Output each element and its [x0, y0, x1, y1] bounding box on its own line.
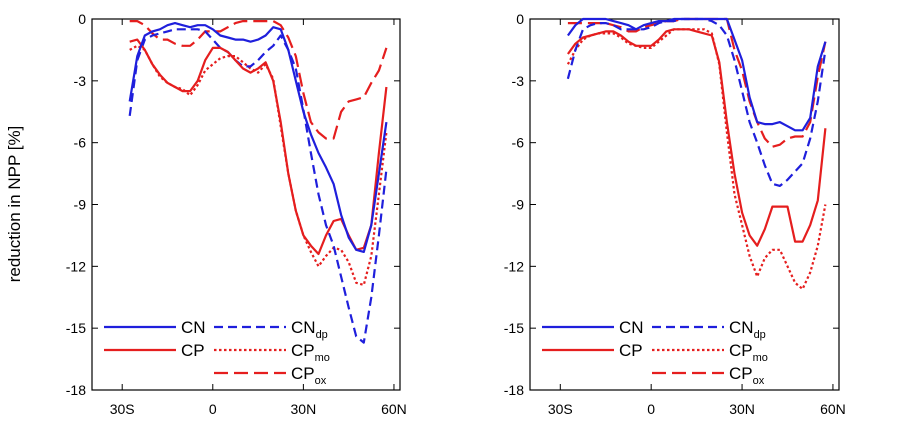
y-tick-label: -3: [512, 73, 525, 89]
y-tick-label: -15: [504, 320, 524, 336]
legend-label: CN: [619, 318, 644, 337]
legend-label: CPox: [729, 364, 765, 387]
y-tick-label: 0: [516, 11, 524, 27]
legend-label: CNdp: [291, 318, 328, 341]
plot-frame: [91, 18, 401, 391]
y-tick-label: -9: [512, 197, 525, 213]
plot-frame: [529, 18, 840, 391]
x-tick-label: 60N: [381, 401, 407, 417]
x-tick-label: 30N: [729, 401, 755, 417]
y-tick-label: -6: [512, 135, 525, 151]
series-line-cp-mo: [129, 44, 388, 286]
series-line-cn-dp: [128, 28, 388, 344]
y-axis-label: reduction in NPP [%]: [5, 126, 24, 283]
x-tick-label: 30N: [291, 401, 317, 417]
x-tick-label: 0: [647, 401, 655, 417]
x-tick-label: 30S: [110, 401, 135, 417]
y-tick-label: -18: [504, 382, 524, 398]
y-tick-label: -3: [74, 73, 87, 89]
y-tick-label: -15: [66, 320, 86, 336]
x-tick-label: 60N: [820, 401, 846, 417]
legend-label: CP: [619, 341, 643, 360]
x-tick-label: 0: [209, 401, 217, 417]
y-tick-label: 0: [78, 11, 86, 27]
y-tick-label: -18: [66, 382, 86, 398]
chart-panel-left: 0 -3 -6 -9 -12 -15 -18 30S 0 30N 60N CN CNdp CP CPmoCP…: [66, 11, 407, 417]
legend-label: CN: [181, 318, 206, 337]
series-line-cn-dp: [566, 17, 827, 187]
legend-label: CP: [181, 341, 205, 360]
series-line-cp-ox: [129, 20, 388, 140]
x-tick-label: 30S: [548, 401, 573, 417]
y-tick-label: -12: [504, 258, 524, 274]
legend-label: CPox: [291, 364, 327, 387]
legend-label: CNdp: [729, 318, 766, 341]
series-line-cp: [567, 28, 827, 247]
y-tick-label: -6: [74, 135, 87, 151]
y-tick-label: -12: [66, 258, 86, 274]
legend-label: CPmo: [291, 341, 330, 364]
y-tick-label: -9: [74, 197, 87, 213]
series-line-cn: [128, 22, 388, 253]
series-line-cp-mo: [566, 28, 827, 291]
series-line-cp-ox: [567, 17, 827, 148]
series-line-cn: [567, 17, 827, 132]
chart-panel-right: 0 -3 -6 -9 -12 -15 -18 30S 0 30N 60N CN CNdp CP CPmoCP…: [504, 11, 846, 417]
legend-label: CPmo: [729, 341, 768, 364]
